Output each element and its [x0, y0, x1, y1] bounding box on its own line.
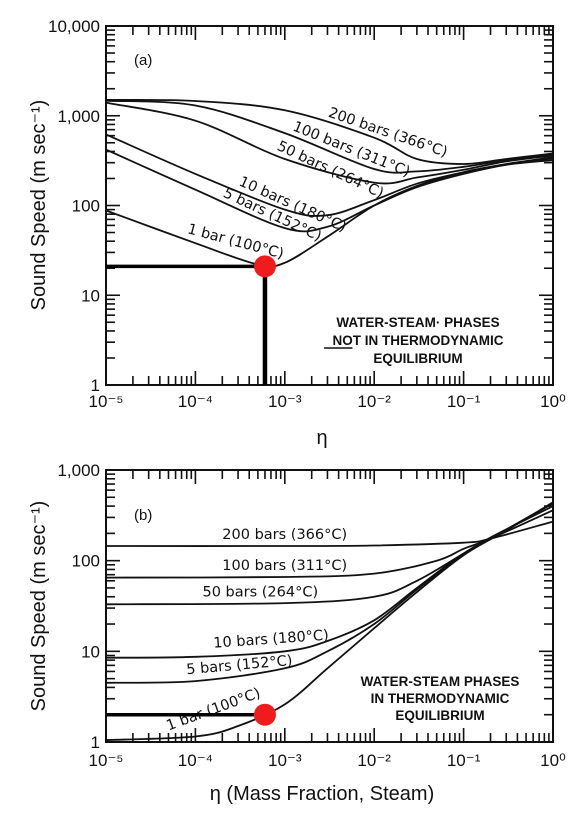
y-tick-label: 1 [91, 733, 100, 752]
series-label: 1 bar (100°C) [164, 685, 262, 734]
series-label: 200 bars (366°C) [222, 527, 347, 543]
x-axis-title: η [316, 427, 327, 449]
annotation-line: WATER-STEAM· PHASES [336, 315, 499, 330]
panel-tag: (a) [134, 52, 152, 69]
series-line [105, 505, 554, 606]
y-tick-label: 1,000 [57, 461, 100, 480]
y-tick-label: 1 [91, 376, 100, 395]
y-tick-label: 10 [81, 286, 100, 305]
chart-panel-a: 10⁻⁵ 10⁻⁴ 10⁻³ 10⁻² 10⁻¹ 10⁰ 1 10 100 1,000 10,000… [28, 17, 566, 449]
x-tick-label: 10⁰ [540, 392, 566, 411]
x-axis-title: η (Mass Fraction, Steam) [210, 783, 435, 805]
annotation-line: NOT IN THERMODYNAMIC [333, 333, 504, 348]
x-tick-label: 10⁻⁴ [178, 392, 213, 411]
x-tick-label: 10⁻¹ [447, 751, 481, 770]
series-line [105, 98, 554, 165]
series-label: 10 bars (180°C) [213, 628, 329, 652]
x-tick-label: 10⁻⁴ [178, 751, 213, 770]
x-tick-label: 10⁻⁵ [89, 751, 124, 770]
series-label: 100 bars (311°C) [222, 558, 347, 574]
series-label: 50 bars (264°C) [202, 585, 318, 601]
y-tick-label: 10,000 [48, 17, 100, 36]
annotation-line: WATER-STEAM PHASES [361, 674, 520, 689]
x-tick-label: 10⁻² [357, 751, 391, 770]
y-tick-label: 100 [72, 197, 100, 216]
x-tick-label: 10⁻³ [268, 751, 302, 770]
chart-panel-b: 10⁻⁵ 10⁻⁴ 10⁻³ 10⁻² 10⁻¹ 10⁰ 1 10 100 1,000 Sound … [28, 461, 566, 805]
series-line [105, 101, 554, 185]
plot-frame [105, 25, 554, 386]
y-axis-title: Sound Speed (m sec⁻¹) [28, 100, 50, 311]
plot-frame [105, 469, 554, 743]
series-line [105, 99, 554, 174]
x-tick-label: 10⁰ [540, 751, 566, 770]
annotation-line: EQUILIBRIUM [395, 708, 484, 723]
y-axis-title: Sound Speed (m sec⁻¹) [28, 501, 50, 712]
y-tick-label: 100 [72, 552, 100, 571]
y-tick-label: 10 [81, 642, 100, 661]
series-line [105, 159, 554, 268]
y-tick-label: 1,000 [57, 107, 100, 126]
highlight-marker [253, 255, 276, 278]
x-tick-label: 10⁻⁵ [89, 392, 124, 411]
panel-tag: (b) [134, 507, 152, 524]
series-line [105, 501, 554, 741]
x-tick-label: 10⁻² [357, 392, 391, 411]
annotation-line: EQUILIBRIUM [373, 351, 462, 366]
highlight-marker [253, 703, 276, 726]
x-tick-label: 10⁻¹ [447, 392, 481, 411]
x-tick-label: 10⁻³ [268, 392, 302, 411]
series-label: 1 bar (100°C) [186, 221, 286, 262]
annotation-line: IN THERMODYNAMIC [371, 691, 510, 706]
